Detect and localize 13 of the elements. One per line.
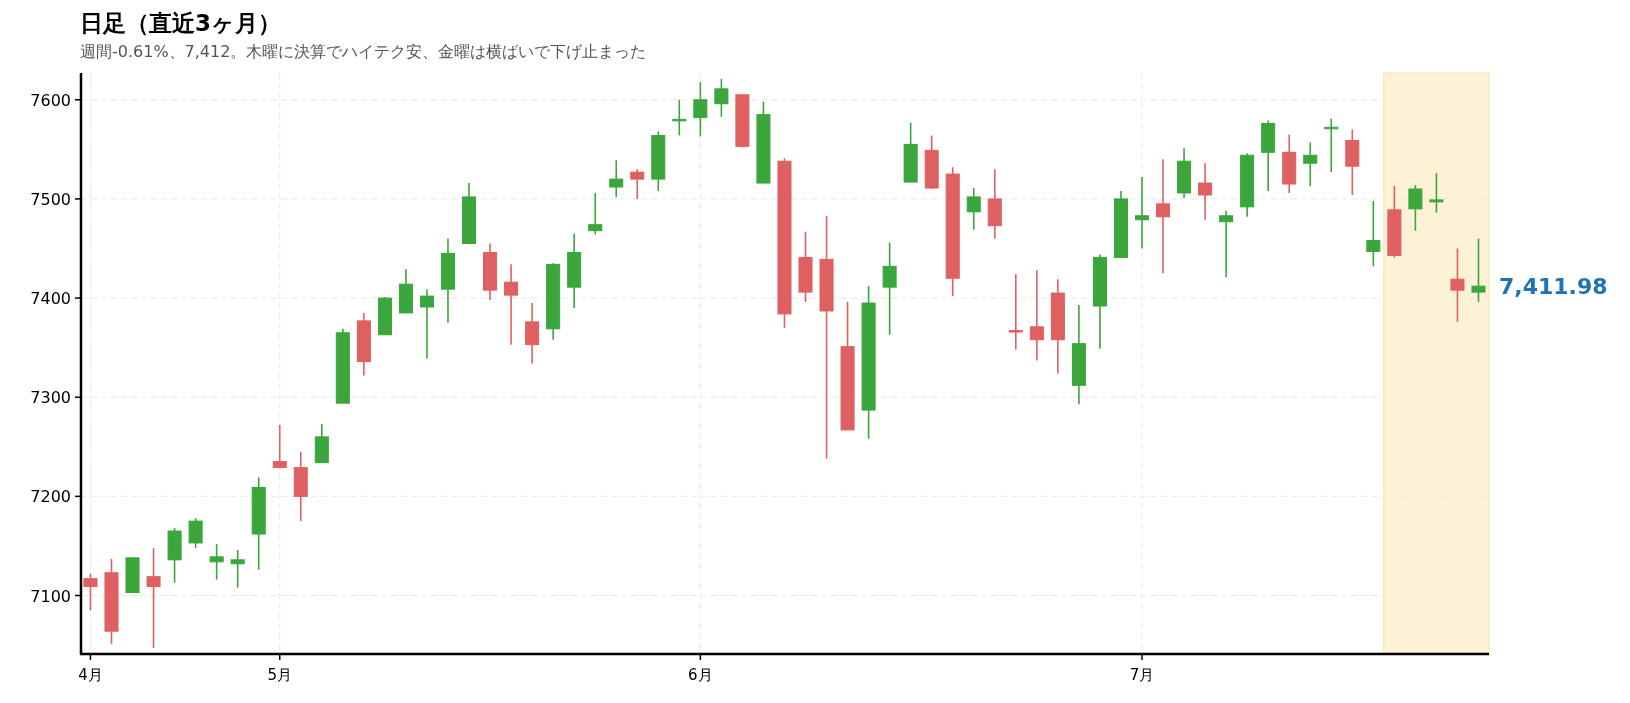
y-tick-label: 7300 [30,388,71,408]
chart-title: 日足（直近3ヶ月） [80,10,282,36]
x-tick-label: 5月 [267,666,293,684]
chart-subtitle: 週間-0.61%、7,412。木曜に決算でハイテク安、金曜は横ばいで下げ止まった [80,42,647,61]
y-tick-label: 7200 [30,487,71,507]
x-tick-label: 4月 [78,666,103,684]
y-tick-label: 7100 [30,586,71,606]
y-tick-label: 7500 [30,189,71,209]
x-tick-label: 6月 [688,666,713,684]
text: 7,411.98 [1499,274,1608,300]
x-tick-label: 7月 [1129,666,1155,684]
y-tick-label: 7400 [30,289,71,309]
y-tick-label: 7600 [30,90,71,110]
